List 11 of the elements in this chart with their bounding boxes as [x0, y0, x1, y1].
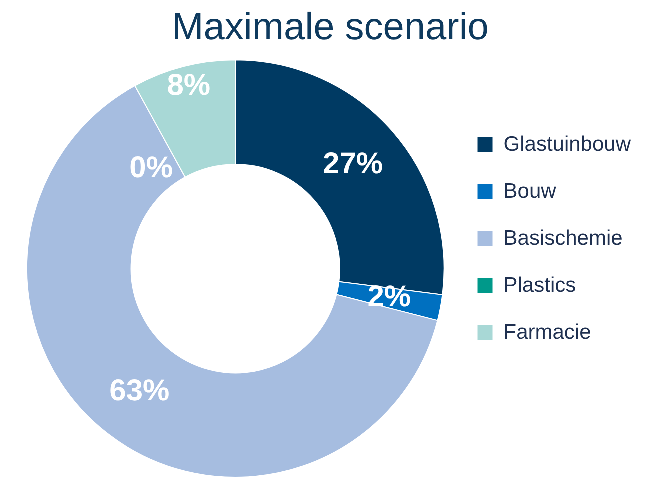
chart-title: Maximale scenario: [172, 6, 489, 48]
legend-label: Bouw: [504, 180, 558, 203]
legend-label: Plastics: [504, 274, 576, 297]
text: 0%: [130, 152, 174, 185]
legend-label: Glastuinbouw: [504, 132, 632, 156]
data-label: 27%: [323, 148, 384, 181]
data-label: 63%: [110, 374, 170, 408]
legend-label: Basischemie: [504, 226, 623, 250]
data-label: 2%: [368, 280, 412, 314]
legend-label: Farmacie: [504, 320, 592, 344]
data-label: 8%: [167, 69, 211, 102]
